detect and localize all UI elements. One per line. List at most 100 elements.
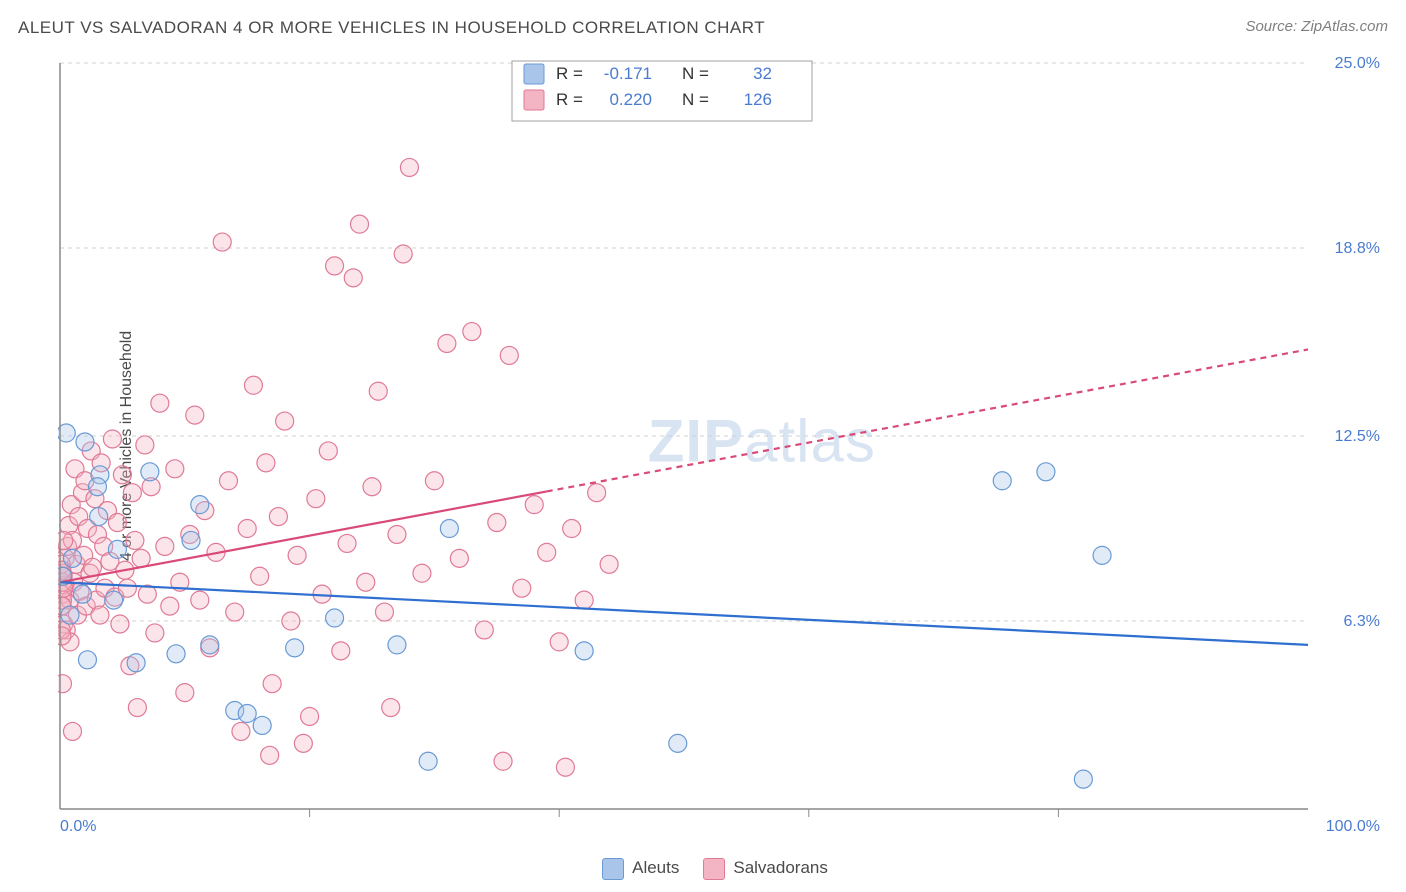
ytick-label: 12.5% bbox=[1335, 428, 1380, 445]
aleuts-marker bbox=[61, 606, 79, 624]
salvadorans-marker bbox=[282, 612, 300, 630]
salvadorans-marker bbox=[294, 734, 312, 752]
aleuts-marker bbox=[182, 531, 200, 549]
aleuts-marker bbox=[440, 520, 458, 538]
legend-n-label: N = bbox=[682, 64, 709, 83]
legend-label: Salvadorans bbox=[733, 858, 828, 877]
aleuts-marker bbox=[90, 508, 108, 526]
xtick-label: 100.0% bbox=[1326, 818, 1380, 835]
salvadorans-marker bbox=[128, 699, 146, 717]
aleuts-marker bbox=[238, 705, 256, 723]
aleuts-marker bbox=[73, 585, 91, 603]
salvadorans-marker bbox=[600, 555, 618, 573]
aleuts-marker bbox=[326, 609, 344, 627]
aleuts-marker bbox=[669, 734, 687, 752]
salvadorans-marker bbox=[494, 752, 512, 770]
salvadorans-marker bbox=[513, 579, 531, 597]
series-legend: Aleuts Salvadorans bbox=[0, 858, 1406, 880]
source-attribution: Source: ZipAtlas.com bbox=[1245, 18, 1388, 35]
salvadorans-marker bbox=[257, 454, 275, 472]
aleuts-marker bbox=[575, 642, 593, 660]
salvadorans-marker bbox=[525, 496, 543, 514]
salvadorans-marker bbox=[388, 525, 406, 543]
aleuts-marker bbox=[1037, 463, 1055, 481]
legend-n-label: N = bbox=[682, 90, 709, 109]
legend-r-label: R = bbox=[556, 64, 583, 83]
salvadorans-marker bbox=[563, 520, 581, 538]
salvadorans-marker bbox=[244, 376, 262, 394]
salvadorans-marker bbox=[123, 484, 141, 502]
ytick-label: 6.3% bbox=[1344, 613, 1380, 630]
salvadorans-marker bbox=[550, 633, 568, 651]
salvadorans-marker bbox=[151, 394, 169, 412]
salvadorans-marker bbox=[136, 436, 154, 454]
aleuts-marker bbox=[191, 496, 209, 514]
aleuts-marker bbox=[286, 639, 304, 657]
salvadorans-marker bbox=[126, 531, 144, 549]
salvadorans-marker bbox=[166, 460, 184, 478]
salvadorans-marker bbox=[326, 257, 344, 275]
ytick-label: 25.0% bbox=[1335, 55, 1380, 72]
watermark: ZIPatlas bbox=[648, 408, 876, 475]
legend-swatch bbox=[524, 64, 544, 84]
salvadorans-marker bbox=[132, 549, 150, 567]
salvadorans-marker bbox=[463, 323, 481, 341]
salvadorans-marker bbox=[500, 346, 518, 364]
salvadorans-marker bbox=[450, 549, 468, 567]
salvadorans-marker bbox=[575, 591, 593, 609]
salvadorans-marker bbox=[238, 520, 256, 538]
salvadorans-marker bbox=[307, 490, 325, 508]
chart-title: ALEUT VS SALVADORAN 4 OR MORE VEHICLES I… bbox=[18, 18, 765, 38]
salvadorans-marker bbox=[186, 406, 204, 424]
legend-n-value: 32 bbox=[753, 64, 772, 83]
legend-r-value: 0.220 bbox=[609, 90, 652, 109]
salvadorans-marker bbox=[269, 508, 287, 526]
salvadorans-marker bbox=[288, 546, 306, 564]
legend-swatch bbox=[602, 858, 624, 880]
salvadorans-marker bbox=[375, 603, 393, 621]
salvadorans-marker bbox=[588, 484, 606, 502]
salvadorans-marker bbox=[232, 722, 250, 740]
legend-swatch bbox=[703, 858, 725, 880]
aleuts-marker bbox=[253, 716, 271, 734]
aleuts-marker bbox=[201, 636, 219, 654]
aleuts-marker bbox=[388, 636, 406, 654]
salvadorans-marker bbox=[108, 514, 126, 532]
aleuts-marker bbox=[993, 472, 1011, 490]
salvadorans-marker bbox=[213, 233, 231, 251]
salvadorans-marker bbox=[219, 472, 237, 490]
salvadorans-marker bbox=[261, 746, 279, 764]
salvadorans-marker bbox=[301, 707, 319, 725]
salvadorans-marker bbox=[344, 269, 362, 287]
salvadorans-marker bbox=[263, 675, 281, 693]
aleuts-marker bbox=[88, 478, 106, 496]
salvadorans-marker bbox=[156, 537, 174, 555]
salvadorans-marker bbox=[475, 621, 493, 639]
xtick-label: 0.0% bbox=[60, 818, 96, 835]
aleuts-marker bbox=[419, 752, 437, 770]
salvadorans-marker bbox=[332, 642, 350, 660]
salvadorans-marker bbox=[357, 573, 375, 591]
salvadorans-marker bbox=[382, 699, 400, 717]
salvadorans-marker bbox=[161, 597, 179, 615]
salvadorans-marker bbox=[226, 603, 244, 621]
salvadorans-marker bbox=[425, 472, 443, 490]
aleuts-marker bbox=[127, 654, 145, 672]
salvadorans-marker bbox=[63, 722, 81, 740]
salvadorans-marker bbox=[83, 558, 101, 576]
salvadorans-marker bbox=[319, 442, 337, 460]
aleuts-marker bbox=[1074, 770, 1092, 788]
legend-label: Aleuts bbox=[632, 858, 679, 877]
ytick-label: 18.8% bbox=[1335, 240, 1380, 257]
legend-r-value: -0.171 bbox=[604, 64, 652, 83]
legend-r-label: R = bbox=[556, 90, 583, 109]
aleuts-marker bbox=[167, 645, 185, 663]
salvadorans-marker bbox=[251, 567, 269, 585]
aleuts-trend bbox=[60, 582, 1308, 645]
scatter-plot: 6.3% 12.5% 18.8% 25.0% ZIPatlas 0.0% 100.0% R =… bbox=[58, 55, 1386, 837]
salvadorans-marker bbox=[113, 466, 131, 484]
salvadorans-marker bbox=[111, 615, 129, 633]
aleuts-marker bbox=[78, 651, 96, 669]
salvadorans-marker bbox=[394, 245, 412, 263]
salvadorans-marker bbox=[369, 382, 387, 400]
